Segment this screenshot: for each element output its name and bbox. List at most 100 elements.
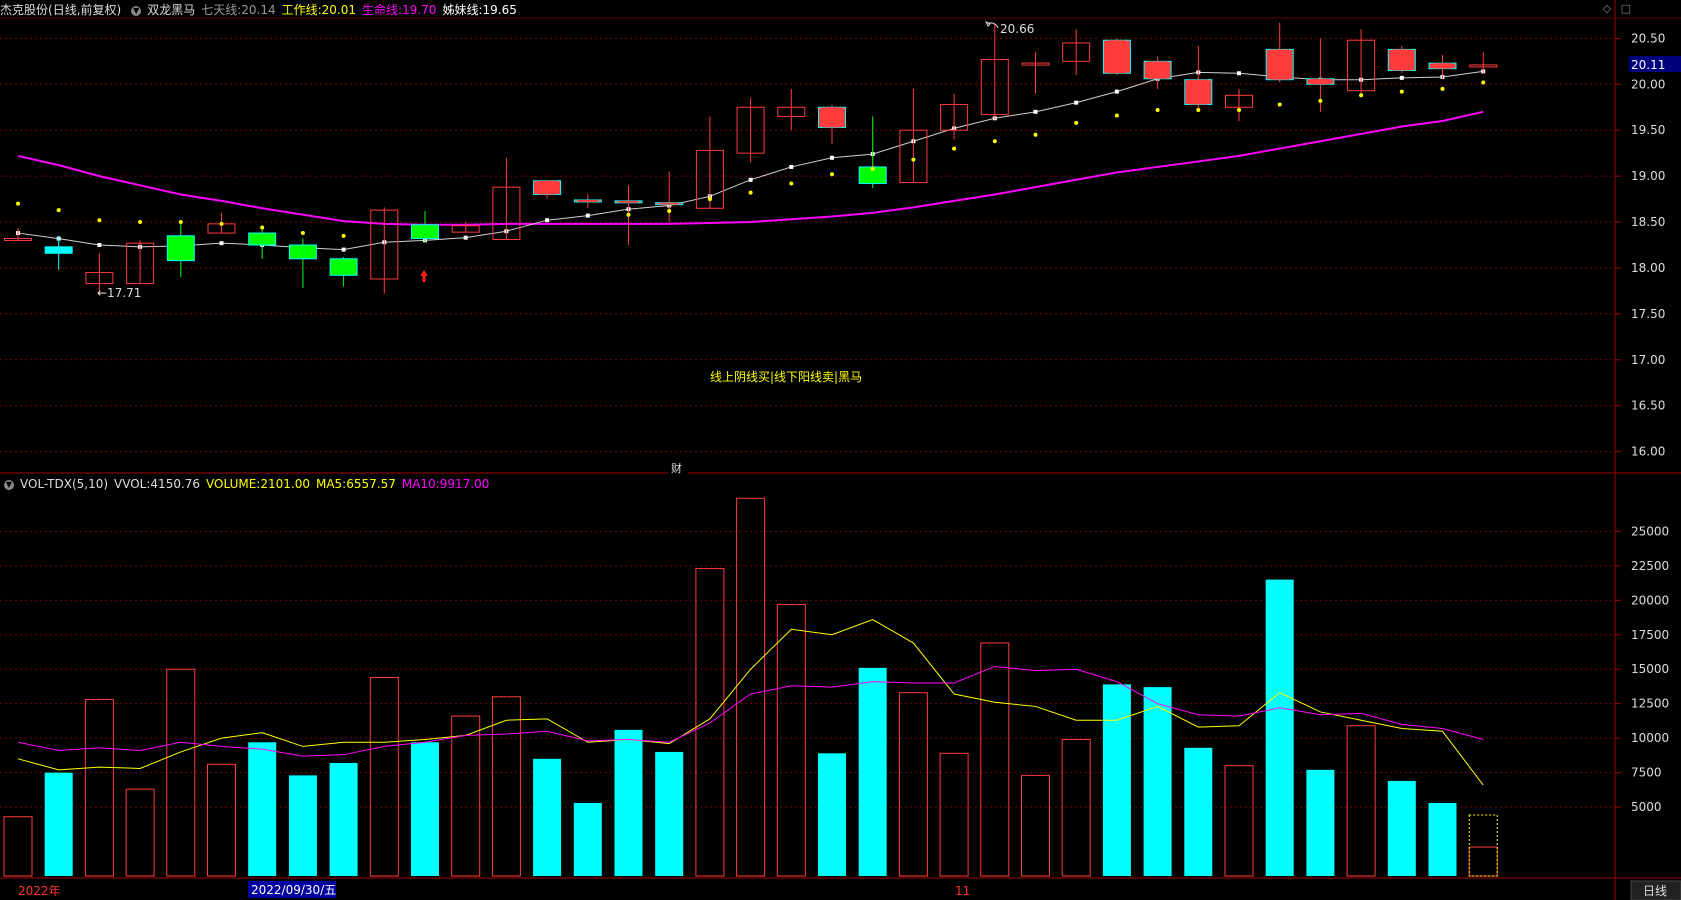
candle-body [411,224,439,240]
ma-point [1237,71,1241,76]
candle-body [736,106,765,154]
volume-bar [655,751,684,876]
volume-chart-header: ▼ VOL-TDX(5,10) VVOL:4150.76 VOLUME:2101.00… [0,474,495,494]
signal-dot [1399,89,1404,94]
candle-body [370,209,399,280]
signal-dot [1114,113,1119,118]
signal-dot [260,225,265,230]
indicator-name[interactable]: 双龙黑马 [147,3,196,17]
price-tick-label: 16.00 [1631,445,1665,459]
volume-bar [1224,765,1254,877]
signal-dot [138,220,143,225]
signal-dot [1359,93,1364,98]
price-tick-label: 18.50 [1631,215,1665,229]
volume-bar [1021,774,1050,877]
volume-bar [980,642,1010,877]
candle-body [248,232,277,246]
volume-label: VOLUME: [206,477,261,491]
candle-body [1062,42,1091,62]
candle-body [1021,62,1050,66]
candle-body [451,225,480,233]
price-tick-label: 18.00 [1631,261,1665,275]
vol-indicator-name[interactable]: VOL-TDX(5,10) [20,477,109,491]
stock-name[interactable]: 杰克股份 [0,3,49,17]
volume-ma10-line [17,665,1484,757]
candle-inner [619,200,638,203]
candle-inner [1107,40,1127,74]
volume-bar [84,699,114,877]
candle-body [126,242,155,285]
low-price-label: ←17.71 [97,286,141,300]
volume-bar [939,752,969,877]
signal-dot [1481,80,1486,85]
ma-point [219,241,224,246]
ma-point [585,213,590,218]
period-button[interactable] [1630,880,1681,900]
current-price-value: 20.11 [1631,58,1665,72]
volume-tick-label: 10000 [1631,731,1669,745]
signal-dot [667,209,672,214]
signal-dot [789,181,794,186]
volume-bar [1143,687,1172,876]
signal-dot [178,220,183,225]
volume-bar [573,802,602,876]
square-icon[interactable]: □ [1620,2,1631,15]
candle-body [4,237,32,241]
diamond-icon[interactable]: ◇ [1602,2,1612,15]
signal-dot [748,190,753,195]
candle-body [492,186,521,240]
ma5-label: MA5: [315,477,347,491]
candle-inner [1148,61,1168,79]
candle-body [85,272,114,285]
ma-point [789,164,794,169]
volume-bar [369,676,399,877]
volume-bar [1061,739,1091,877]
volume-tick-label: 12500 [1631,697,1669,711]
volume-bar [1468,846,1498,877]
cai-marker[interactable]: 财 [671,461,682,475]
volume-bar [858,667,887,876]
volume-bar [207,763,236,877]
cai-marker-box[interactable] [668,460,688,474]
price-tick-label: 16.50 [1631,399,1665,413]
volume-bar [329,762,358,876]
date-label: 2022/09/30/五 [251,883,336,897]
ma5-value: 6557.57 [346,477,396,491]
period-button-label[interactable]: 日线 [1643,884,1667,898]
ma10-label: MA10: [401,477,440,491]
candle-body [288,244,317,260]
candle-body [1347,39,1376,92]
volume-bar [1265,579,1294,876]
period-label: (日线,前复权) [48,3,122,17]
life-line [17,110,1484,226]
current-price-tag [1629,56,1681,72]
candle-inner [1310,78,1330,85]
volume-bar [736,497,766,877]
indicator-dropdown-icon[interactable]: ▼ [131,5,142,16]
candle-body [329,258,358,276]
sister-value: 19.65 [482,3,517,17]
signal-dot [911,157,916,162]
volume-bar [533,758,562,876]
signal-dot [1196,108,1201,112]
signal-dot [1237,108,1241,112]
volume-tick-label: 5000 [1631,800,1662,814]
life-label: 生命线: [362,3,403,17]
signal-dot [341,233,346,238]
date-label-box [248,881,336,898]
volume-bar [3,816,33,877]
ma-point [1074,100,1079,105]
candle-inner [1433,63,1452,69]
signal-dot [16,201,20,206]
ma-point [97,243,102,247]
vvol-label: VVOL: [114,477,151,491]
buy-arrow-icon [420,270,428,282]
volume-tick-label: 25000 [1631,524,1669,538]
volume-dropdown-icon[interactable]: ▼ [4,479,14,490]
volume-bar [1184,747,1213,876]
volume-bar [491,696,521,877]
ma-point [1033,109,1038,114]
volume-bar [1428,802,1457,876]
volume-bar [1306,769,1335,876]
